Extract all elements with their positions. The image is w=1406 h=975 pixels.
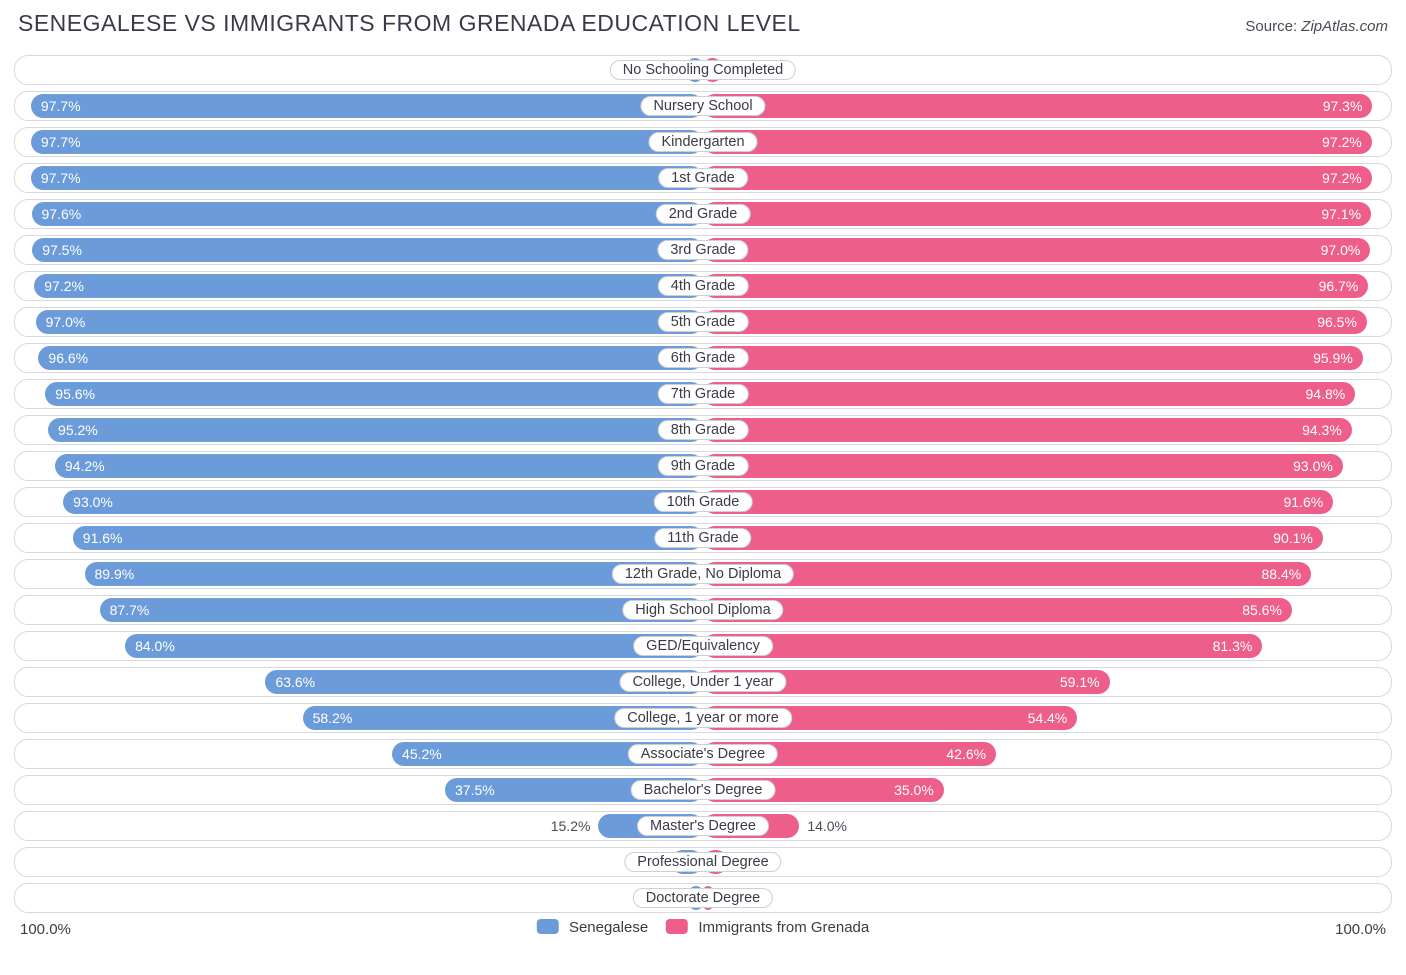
source-name: ZipAtlas.com — [1301, 18, 1388, 35]
bar-left — [85, 562, 704, 586]
chart-row: 58.2%54.4%College, 1 year or more — [14, 703, 1392, 733]
legend-swatch-left — [537, 919, 559, 934]
category-label: GED/Equivalency — [633, 636, 773, 656]
chart-row: 97.7%97.3%Nursery School — [14, 91, 1392, 121]
value-left: 15.2% — [551, 818, 591, 834]
chart-row: 84.0%81.3%GED/Equivalency — [14, 631, 1392, 661]
category-label: 8th Grade — [658, 420, 749, 440]
chart-row: 97.0%96.5%5th Grade — [14, 307, 1392, 337]
diverging-bar-chart: 2.3%2.8%No Schooling Completed 97.7%97.3%… — [14, 55, 1392, 913]
category-label: College, 1 year or more — [614, 708, 792, 728]
bar-left — [45, 382, 703, 406]
category-label: Kindergarten — [648, 132, 757, 152]
category-label: Associate's Degree — [628, 744, 778, 764]
chart-source: Source: ZipAtlas.com — [1245, 18, 1388, 35]
bar-left — [32, 202, 703, 226]
bar-left — [48, 418, 703, 442]
chart-row: 87.7%85.6%High School Diploma — [14, 595, 1392, 625]
bar-left — [31, 130, 703, 154]
bar-left — [36, 310, 703, 334]
chart-row: 95.2%94.3%8th Grade — [14, 415, 1392, 445]
category-label: Nursery School — [640, 96, 765, 116]
chart-row: 97.7%97.2%Kindergarten — [14, 127, 1392, 157]
legend-label-right: Immigrants from Grenada — [698, 919, 869, 936]
category-label: High School Diploma — [622, 600, 783, 620]
bar-right — [703, 418, 1352, 442]
category-label: 11th Grade — [654, 528, 751, 548]
bar-left — [55, 454, 703, 478]
source-label: Source: — [1245, 18, 1297, 35]
chart-row: 97.6%97.1%2nd Grade — [14, 199, 1392, 229]
chart-footer: 100.0% Senegalese Immigrants from Grenad… — [14, 919, 1392, 943]
legend-item-left: Senegalese — [537, 919, 648, 936]
chart-row: 97.2%96.7%4th Grade — [14, 271, 1392, 301]
bar-right — [703, 454, 1343, 478]
chart-row: 63.6%59.1%College, Under 1 year — [14, 667, 1392, 697]
chart-row: 2.0%1.4%Doctorate Degree — [14, 883, 1392, 913]
category-label: College, Under 1 year — [619, 672, 786, 692]
chart-row: 97.5%97.0%3rd Grade — [14, 235, 1392, 265]
axis-max-left: 100.0% — [20, 921, 71, 938]
bar-right — [703, 598, 1292, 622]
legend: Senegalese Immigrants from Grenada — [537, 919, 869, 936]
category-label: 5th Grade — [658, 312, 749, 332]
chart-row: 45.2%42.6%Associate's Degree — [14, 739, 1392, 769]
legend-swatch-right — [666, 919, 688, 934]
chart-header: SENEGALESE VS IMMIGRANTS FROM GRENADA ED… — [14, 10, 1392, 37]
bar-left — [63, 490, 703, 514]
bar-left — [100, 598, 703, 622]
bar-right — [703, 526, 1323, 550]
category-label: 4th Grade — [658, 276, 749, 296]
legend-item-right: Immigrants from Grenada — [666, 919, 869, 936]
chart-row: 15.2% 14.0% Master's Degree — [14, 811, 1392, 841]
bar-right — [703, 634, 1262, 658]
category-label: Bachelor's Degree — [631, 780, 776, 800]
bar-right — [703, 274, 1368, 298]
bar-right — [703, 382, 1355, 406]
category-label: 1st Grade — [658, 168, 748, 188]
chart-row: 93.0%91.6%10th Grade — [14, 487, 1392, 517]
chart-row: 96.6%95.9%6th Grade — [14, 343, 1392, 373]
category-label: 7th Grade — [658, 384, 749, 404]
category-label: 10th Grade — [654, 492, 753, 512]
bar-right — [703, 94, 1372, 118]
category-label: Master's Degree — [637, 816, 769, 836]
category-label: 12th Grade, No Diploma — [612, 564, 794, 584]
bar-left — [31, 94, 703, 118]
bar-left — [125, 634, 703, 658]
bar-right — [703, 202, 1371, 226]
chart-row: 2.3%2.8%No Schooling Completed — [14, 55, 1392, 85]
category-label: 6th Grade — [658, 348, 749, 368]
category-label: 3rd Grade — [657, 240, 748, 260]
chart-row: 95.6%94.8%7th Grade — [14, 379, 1392, 409]
bar-right — [703, 346, 1363, 370]
bar-right — [703, 310, 1367, 334]
bar-right — [703, 490, 1333, 514]
bar-right — [703, 238, 1370, 262]
chart-row: 37.5%35.0%Bachelor's Degree — [14, 775, 1392, 805]
chart-row: 94.2%93.0%9th Grade — [14, 451, 1392, 481]
category-label: Professional Degree — [624, 852, 781, 872]
legend-label-left: Senegalese — [569, 919, 648, 936]
chart-row: 91.6%90.1%11th Grade — [14, 523, 1392, 553]
bar-right — [703, 562, 1311, 586]
axis-max-right: 100.0% — [1335, 921, 1386, 938]
chart-row: 89.9%88.4%12th Grade, No Diploma — [14, 559, 1392, 589]
chart-title: SENEGALESE VS IMMIGRANTS FROM GRENADA ED… — [18, 10, 801, 37]
bar-left — [34, 274, 703, 298]
bar-left — [32, 238, 703, 262]
category-label: Doctorate Degree — [633, 888, 773, 908]
value-right: 14.0% — [807, 818, 847, 834]
bar-right — [703, 130, 1372, 154]
bar-right — [703, 166, 1372, 190]
chart-row: 4.6%3.7%Professional Degree — [14, 847, 1392, 877]
bar-left — [73, 526, 703, 550]
category-label: 9th Grade — [658, 456, 749, 476]
chart-row: 97.7%97.2%1st Grade — [14, 163, 1392, 193]
bar-left — [31, 166, 703, 190]
category-label: 2nd Grade — [656, 204, 751, 224]
category-label: No Schooling Completed — [610, 60, 796, 80]
bar-left — [38, 346, 703, 370]
